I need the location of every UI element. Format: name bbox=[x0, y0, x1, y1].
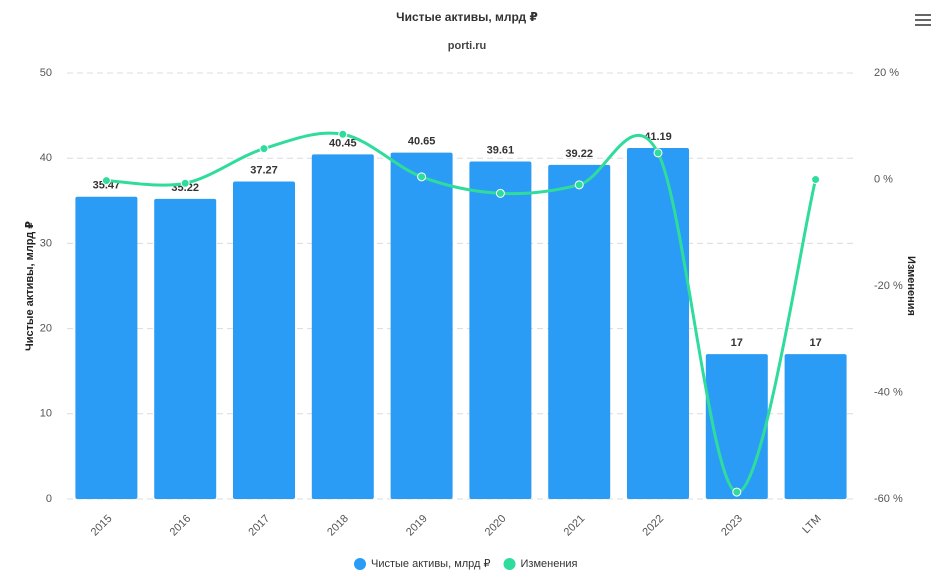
bar bbox=[233, 181, 295, 499]
x-tick-label: 2022 bbox=[640, 513, 666, 539]
bar bbox=[469, 161, 532, 499]
line-point bbox=[574, 180, 584, 190]
y-tick-label: 40 bbox=[40, 152, 52, 164]
legend-item[interactable]: Изменения bbox=[503, 558, 578, 570]
data-label: 40.65 bbox=[408, 136, 436, 148]
data-label: 35.47 bbox=[93, 180, 121, 192]
legend-label: Чистые активы, млрд ₽ bbox=[371, 558, 491, 570]
menu-bar bbox=[915, 24, 931, 26]
chart-subtitle: porti.ru bbox=[448, 40, 487, 52]
y2-tick-label: -20 % bbox=[874, 280, 903, 292]
data-label: 39.22 bbox=[565, 148, 593, 160]
line-point bbox=[732, 487, 742, 497]
y-tick-label: 10 bbox=[40, 408, 52, 420]
legend-marker bbox=[503, 558, 516, 570]
line-point bbox=[259, 144, 269, 154]
y-axis-title: Чистые активы, млрд ₽ bbox=[24, 221, 36, 351]
y-tick-label: 30 bbox=[40, 237, 52, 249]
x-tick-label: 2020 bbox=[483, 513, 509, 539]
y-tick-label: 50 bbox=[40, 67, 52, 79]
menu-bar bbox=[915, 14, 931, 16]
bar bbox=[75, 196, 138, 499]
line-point bbox=[338, 129, 348, 139]
bar bbox=[154, 198, 217, 499]
menu-bar bbox=[915, 19, 931, 21]
y2-tick-label: 0 % bbox=[874, 173, 893, 185]
y2-tick-label: -40 % bbox=[874, 386, 903, 398]
data-label: 17 bbox=[809, 337, 821, 349]
line-point bbox=[653, 148, 663, 158]
x-tick-label: 2015 bbox=[89, 513, 115, 539]
x-tick-label: 2021 bbox=[562, 513, 588, 539]
y-tick-label: 20 bbox=[40, 323, 52, 335]
line-point bbox=[417, 172, 427, 182]
bar bbox=[390, 152, 453, 500]
line-point bbox=[101, 176, 111, 186]
y2-axis-title: Изменения bbox=[905, 256, 917, 316]
bar bbox=[627, 148, 689, 499]
legend-marker bbox=[354, 558, 366, 570]
bar bbox=[705, 354, 768, 499]
data-label: 37.27 bbox=[250, 164, 278, 176]
menu-icon[interactable] bbox=[915, 14, 931, 26]
line-point bbox=[180, 178, 190, 188]
legend-label: Изменения bbox=[521, 558, 578, 570]
line-point bbox=[811, 175, 821, 184]
x-tick-label: LTM bbox=[800, 513, 823, 536]
y2-tick-label: 20 % bbox=[874, 67, 899, 79]
x-tick-label: 2017 bbox=[246, 513, 272, 539]
x-tick-label: 2023 bbox=[719, 513, 745, 539]
data-label: 40.45 bbox=[329, 137, 357, 149]
bar bbox=[784, 354, 847, 499]
bar bbox=[311, 154, 374, 499]
x-tick-label: 2019 bbox=[404, 513, 430, 539]
bar bbox=[548, 164, 611, 500]
x-tick-label: 2016 bbox=[168, 513, 194, 539]
data-label: 17 bbox=[731, 337, 743, 349]
x-tick-label: 2018 bbox=[325, 513, 351, 539]
y-tick-label: 0 bbox=[46, 493, 52, 505]
y2-tick-label: -60 % bbox=[874, 493, 903, 505]
chart-title: Чистые активы, млрд ₽ bbox=[396, 10, 538, 24]
legend-item[interactable]: Чистые активы, млрд ₽ bbox=[354, 558, 491, 570]
line-point bbox=[495, 188, 505, 198]
data-label: 41.19 bbox=[644, 131, 672, 143]
data-label: 39.61 bbox=[487, 144, 515, 156]
